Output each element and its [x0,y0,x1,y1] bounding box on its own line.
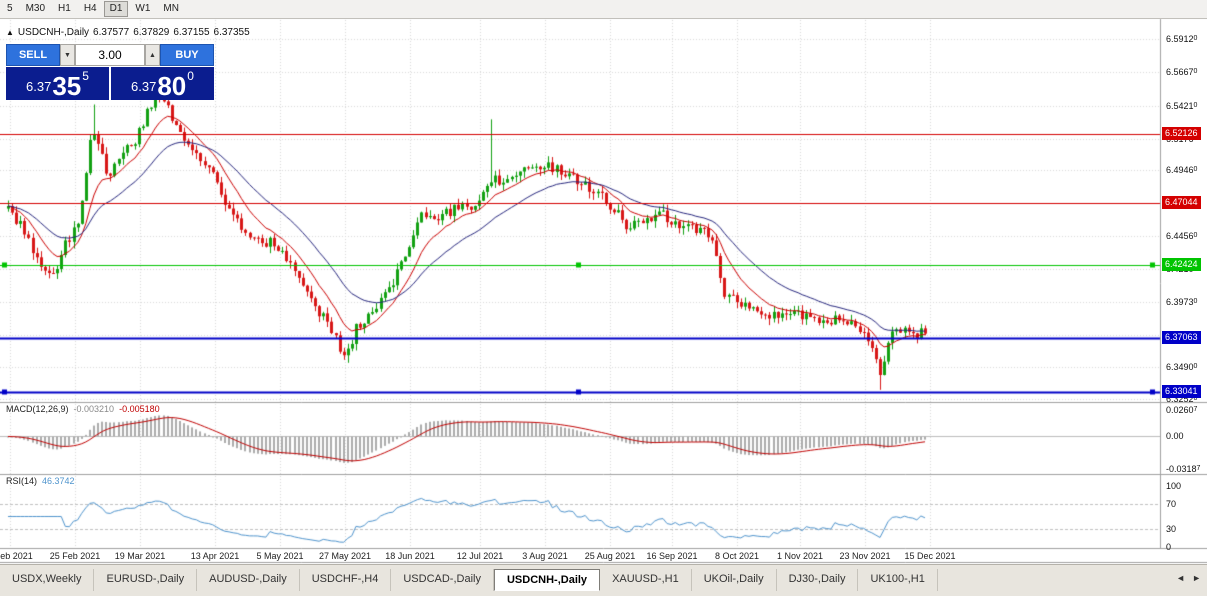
buy-button[interactable]: BUY [160,44,214,66]
date-axis-label: 5 May 2021 [256,551,304,561]
hline-price-badge: 6.52126 [1162,126,1201,140]
tab-scroll-left-icon[interactable]: ◄ [1176,573,1186,583]
rsi-axis-label: 70 [1166,499,1177,510]
date-axis-label: 25 Aug 2021 [584,551,636,561]
chart-tab-ukoil-daily[interactable]: UKOil-,Daily [692,569,777,591]
timeframe-button-h1[interactable]: H1 [58,3,71,14]
ohlc-close: 6.37355 [213,27,250,38]
date-axis-label: 18 Jun 2021 [385,551,435,561]
price-axis-label: 6.32520 [1166,394,1198,405]
sell-price-prefix: 6.37 [26,79,52,94]
timeframe-button-mn[interactable]: MN [163,3,179,14]
price-axis-label: 6.44560 [1166,231,1198,242]
volume-increase-button[interactable]: ▲ [145,44,160,66]
hline-price-badge: 6.47044 [1162,195,1201,209]
timeframe-button-m30[interactable]: M30 [25,3,46,14]
hline-price-badge: 6.42424 [1162,258,1201,272]
date-axis-label: 3 Aug 2021 [522,551,568,561]
chart-tab-uk100-h1[interactable]: UK100-,H1 [858,569,938,591]
macd-axis-label: -0.03187 [1166,463,1201,474]
timeframe-button-h4[interactable]: H4 [83,3,97,14]
chart-tab-usdx-weekly[interactable]: USDX,Weekly [0,569,95,591]
date-axis-label: 27 May 2021 [318,551,372,561]
price-axis-label: 6.56670 [1166,67,1198,78]
timeframe-buttons: 5 M30 H1 H4 D1 W1 MN [1,1,186,17]
date-axis-label: 23 Nov 2021 [839,551,891,561]
chart-tab-usdcnh-daily[interactable]: USDCNH-,Daily [493,569,601,591]
timeframe-button-w1[interactable]: W1 [135,3,151,14]
macd-axis-label: 0.02607 [1166,405,1198,416]
price-axis-label: 6.39730 [1166,296,1198,307]
rsi-value: 46.3742 [42,476,75,486]
volume-decrease-button[interactable]: ▼ [60,44,75,66]
macd-indicator-label: MACD(12,26,9) -0.003210 -0.005180 [6,404,165,414]
ohlc-high: 6.37829 [133,27,170,38]
date-axis-label: 12 Jul 2021 [456,551,504,561]
sell-price-pips: 35 [52,71,82,101]
macd-axis-label: 0.00 [1166,431,1184,442]
trade-panel-toggle-icon[interactable]: ▲ [6,28,14,37]
chart-tab-dj30-daily[interactable]: DJ30-,Daily [777,569,859,591]
date-axis-label: 1 Nov 2021 [776,551,824,561]
date-axis-label: 16 Sep 2021 [646,551,698,561]
chart-tab-eurusd-daily[interactable]: EURUSD-,Daily [94,569,198,591]
chart-tab-usdcad-daily[interactable]: USDCAD-,Daily [391,569,494,591]
chart-tab-xauusd-h1[interactable]: XAUUSD-,H1 [600,569,692,591]
price-axis-label: 6.54210 [1166,100,1198,111]
sell-button[interactable]: SELL [6,44,60,66]
macd-main-value: -0.003210 [73,404,115,414]
buy-price-pips: 80 [157,71,187,101]
ohlc-low: 6.37155 [173,27,210,38]
price-axis-label: 6.34900 [1166,361,1198,372]
rsi-axis-label: 30 [1166,523,1177,534]
chart-tab-usdchf-h4[interactable]: USDCHF-,H4 [300,569,392,591]
price-axis-label: 6.59120 [1166,34,1198,45]
trade-panel-controls: SELL ▼ ▲ BUY [6,44,216,66]
buy-price-prefix: 6.37 [131,79,157,94]
timeframe-button-5[interactable]: 5 [7,3,13,14]
date-axis-label: 19 Mar 2021 [114,551,166,561]
ohlc-open: 6.37577 [93,27,130,38]
timeframe-toolbar: 5 M30 H1 H4 D1 W1 MN [0,0,1207,19]
volume-input[interactable] [75,44,145,66]
tab-scroll-right-icon[interactable]: ► [1192,573,1201,583]
date-axis-label: 8 Oct 2021 [714,551,760,561]
chart-symbol-label: USDCNH-,Daily [17,27,90,38]
rsi-name: RSI(14) [6,476,38,486]
date-axis-label: 13 Apr 2021 [190,551,240,561]
rsi-axis-label: 100 [1166,481,1182,491]
chart-tabs: USDX,Weekly EURUSD-,Daily AUDUSD-,Daily USD… [0,569,1207,591]
rsi-axis-label: 0 [1166,542,1172,552]
date-axis-label: 3 Feb 2021 [0,551,33,561]
macd-signal-value: -0.005180 [119,404,160,414]
buy-price-frac: 0 [187,69,194,83]
timeframe-button-d1[interactable]: D1 [103,1,129,17]
buy-price-display[interactable]: 6.37 80 0 [111,67,214,100]
price-axis-label: 6.49460 [1166,164,1198,175]
hline-price-badge: 6.37063 [1162,330,1201,344]
chart-tab-audusd-daily[interactable]: AUDUSD-,Daily [197,569,300,591]
macd-name: MACD(12,26,9) [6,404,69,414]
hline-price-badge: 6.33041 [1162,384,1201,398]
sell-price-frac: 5 [82,69,89,83]
date-axis-label: 25 Feb 2021 [49,551,101,561]
chart-title: ▲ USDCNH-,Daily 6.37577 6.37829 6.37155 6.373… [6,27,254,38]
rsi-indicator-label: RSI(14) 46.3742 [6,476,80,486]
date-axis-label: 15 Dec 2021 [904,551,956,561]
trade-panel-prices: 6.37 35 5 6.37 80 0 [6,67,216,100]
sell-price-display[interactable]: 6.37 35 5 [6,67,109,100]
tab-scroll-arrows: ◄ ► [1169,573,1201,583]
bottom-tabbar: USDX,Weekly EURUSD-,Daily AUDUSD-,Daily USD… [0,564,1207,596]
